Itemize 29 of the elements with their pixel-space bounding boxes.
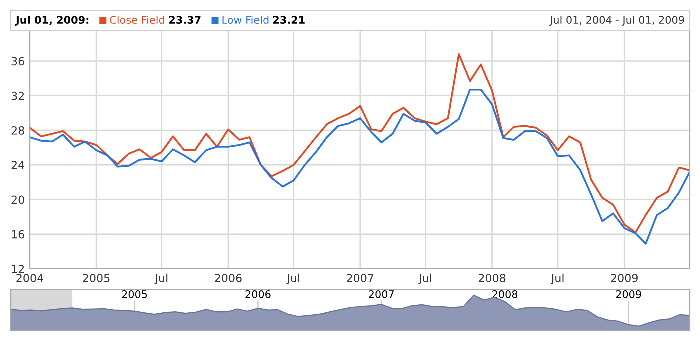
x-tick-label: Jul bbox=[154, 274, 168, 285]
x-tick-label: Jul bbox=[286, 274, 300, 285]
x-tick-label: 2005 bbox=[122, 290, 148, 298]
x-tick-label: 2008 bbox=[478, 274, 506, 282]
x-tick-label: 2007 bbox=[347, 274, 374, 282]
line-series bbox=[30, 88, 690, 245]
x-tick-label: 2009 bbox=[611, 274, 638, 282]
legend-label: Low Field bbox=[222, 16, 269, 24]
x-tick-label: 2006 bbox=[246, 290, 271, 298]
x-tick-label: 2005 bbox=[83, 274, 110, 282]
text: 23.21 bbox=[273, 16, 305, 24]
y-tick-label: 12 bbox=[12, 264, 24, 274]
y-tick-label: 32 bbox=[12, 92, 24, 100]
x-tick-label: 2006 bbox=[215, 274, 242, 282]
y-tick-label: 36 bbox=[12, 57, 24, 66]
y-tick-label: 20 bbox=[12, 196, 24, 204]
x-tick-label: 2009 bbox=[616, 290, 642, 298]
text: Jul 01, 2004 - Jul 01, 2009 bbox=[550, 16, 684, 26]
y-tick-label: 28 bbox=[12, 126, 24, 135]
y-tick-label: 24 bbox=[12, 161, 25, 170]
line-series bbox=[30, 53, 690, 234]
text: 23.37 bbox=[169, 16, 201, 24]
text: Jul 01, 2009: bbox=[15, 16, 89, 26]
x-tick-label: Jul bbox=[550, 274, 564, 285]
y-tick-label: 16 bbox=[12, 230, 24, 239]
legend-label: Close Field bbox=[110, 16, 164, 24]
x-tick-label: Jul bbox=[418, 274, 432, 285]
x-tick-label: 2007 bbox=[369, 290, 394, 298]
x-tick-label: 2004 bbox=[16, 274, 44, 282]
